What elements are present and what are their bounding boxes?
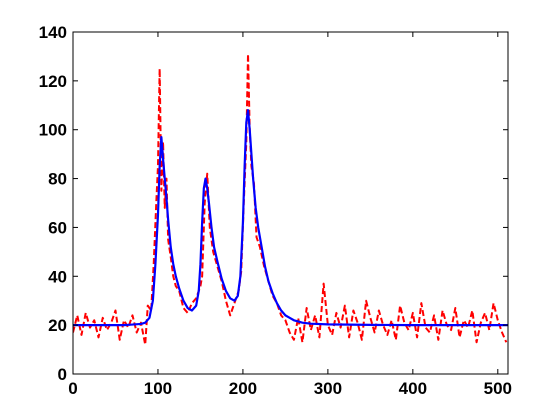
x-tick-label: 500 xyxy=(484,379,512,398)
y-tick-label: 140 xyxy=(39,23,67,42)
y-tick-label: 40 xyxy=(48,267,67,286)
series-line-1 xyxy=(73,52,508,346)
x-tick-label: 200 xyxy=(229,379,257,398)
y-tick-label: 100 xyxy=(39,121,67,140)
y-tick-label: 80 xyxy=(48,170,67,189)
y-tick-label: 120 xyxy=(39,72,67,91)
axes-box xyxy=(72,31,509,375)
y-tick-label: 0 xyxy=(58,365,67,384)
y-tick-label: 60 xyxy=(48,218,67,237)
series-line-2 xyxy=(73,109,508,327)
x-tick-label: 100 xyxy=(144,379,172,398)
y-tick-label: 20 xyxy=(48,316,67,335)
x-tick-label: 0 xyxy=(68,379,77,398)
plot-area xyxy=(73,52,508,346)
x-tick-label: 400 xyxy=(399,379,427,398)
axes: 0 100 200 300 400 500 0 20 40 60 80 100 120 140 xyxy=(39,23,512,398)
x-tick-label: 300 xyxy=(314,379,342,398)
